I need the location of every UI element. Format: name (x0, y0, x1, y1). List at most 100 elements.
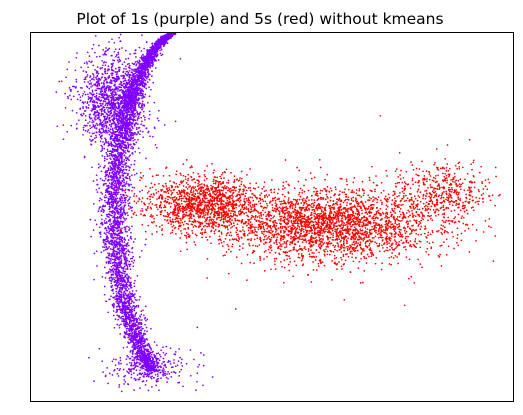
scatter-point (117, 221, 119, 223)
scatter-point (171, 34, 173, 37)
scatter-point (138, 344, 140, 347)
scatter-point (110, 125, 113, 128)
scatter-series-1 (55, 32, 214, 393)
scatter-point (115, 305, 118, 308)
scatter-point (145, 73, 147, 76)
scatter-point (142, 136, 144, 139)
scatter-point (127, 342, 130, 345)
scatter-point (155, 50, 158, 53)
scatter-point (107, 252, 109, 255)
scatter-point (159, 46, 162, 49)
scatter-point (122, 304, 125, 307)
scatter-point (130, 281, 132, 284)
scatter-point (95, 223, 98, 226)
scatter-point (144, 83, 146, 86)
scatter-point (140, 343, 143, 346)
scatter-point (75, 78, 78, 81)
scatter-point (134, 109, 137, 112)
scatter-point (124, 183, 127, 185)
scatter-point (110, 187, 113, 190)
scatter-point (115, 184, 118, 187)
scatter-point (119, 163, 121, 165)
scatter-point (90, 61, 92, 64)
scatter-point (113, 199, 116, 202)
scatter-point (123, 154, 126, 157)
scatter-point (107, 176, 110, 178)
scatter-point (130, 316, 132, 319)
scatter-point (125, 273, 128, 276)
scatter-point (118, 253, 121, 255)
scatter-point (137, 323, 140, 325)
scatter-point (100, 170, 103, 173)
scatter-point (122, 152, 125, 154)
scatter-point (138, 63, 141, 66)
scatter-point (129, 324, 132, 327)
scatter-point (125, 308, 128, 311)
scatter-point (114, 154, 117, 156)
scatter-point (125, 282, 128, 285)
scatter-point (130, 310, 133, 312)
scatter-point (124, 298, 127, 301)
scatter-point (125, 162, 128, 165)
scatter-point (114, 172, 116, 175)
scatter-point (123, 112, 126, 115)
scatter-point (113, 326, 116, 329)
scatter-point (118, 208, 121, 211)
scatter-point (89, 124, 91, 127)
scatter-point (143, 79, 145, 82)
scatter-point (140, 79, 143, 82)
scatter-point (110, 191, 113, 194)
scatter-point (154, 67, 157, 69)
scatter-point (139, 77, 142, 79)
scatter-point (72, 95, 75, 98)
scatter-point (117, 318, 119, 321)
scatter-point (124, 144, 126, 146)
scatter-point (133, 160, 136, 162)
scatter-point (119, 216, 122, 219)
scatter-point (114, 162, 117, 165)
scatter-point (122, 201, 125, 204)
scatter-point (99, 120, 102, 123)
scatter-point (148, 49, 151, 51)
scatter-point (120, 287, 123, 290)
scatter-point (115, 266, 118, 269)
scatter-point (137, 339, 140, 341)
scatter-point (100, 251, 103, 254)
scatter-point (149, 46, 152, 49)
scatter-point (112, 177, 115, 180)
scatter-point (148, 345, 151, 348)
scatter-point (133, 319, 136, 322)
scatter-point (132, 76, 135, 78)
scatter-point (155, 344, 158, 347)
scatter-point (84, 129, 87, 132)
scatter-point (136, 345, 138, 348)
scatter-point (130, 209, 133, 212)
scatter-point (124, 191, 127, 194)
scatter-point (114, 193, 117, 196)
scatter-point (102, 249, 105, 252)
scatter-point (149, 368, 151, 371)
scatter-point (126, 142, 129, 144)
scatter-point (77, 90, 79, 93)
scatter-point (141, 350, 144, 353)
scatter-point (139, 130, 142, 132)
scatter-point (159, 49, 161, 52)
scatter-point (105, 196, 108, 199)
scatter-point (106, 185, 108, 187)
scatter-point (107, 84, 109, 87)
scatter-point (133, 294, 135, 297)
scatter-point (119, 170, 121, 173)
scatter-point (143, 116, 146, 119)
scatter-point (115, 290, 118, 293)
scatter-point (124, 259, 126, 262)
scatter-point (146, 71, 149, 74)
scatter-point (115, 279, 118, 282)
scatter-point (124, 279, 126, 282)
scatter-point (129, 53, 131, 55)
scatter-point (139, 296, 141, 298)
scatter-point (128, 185, 131, 187)
scatter-point (115, 272, 117, 275)
scatter-point (149, 59, 152, 61)
chart-title: Plot of 1s (purple) and 5s (red) without… (76, 10, 443, 28)
scatter-point (126, 323, 128, 325)
